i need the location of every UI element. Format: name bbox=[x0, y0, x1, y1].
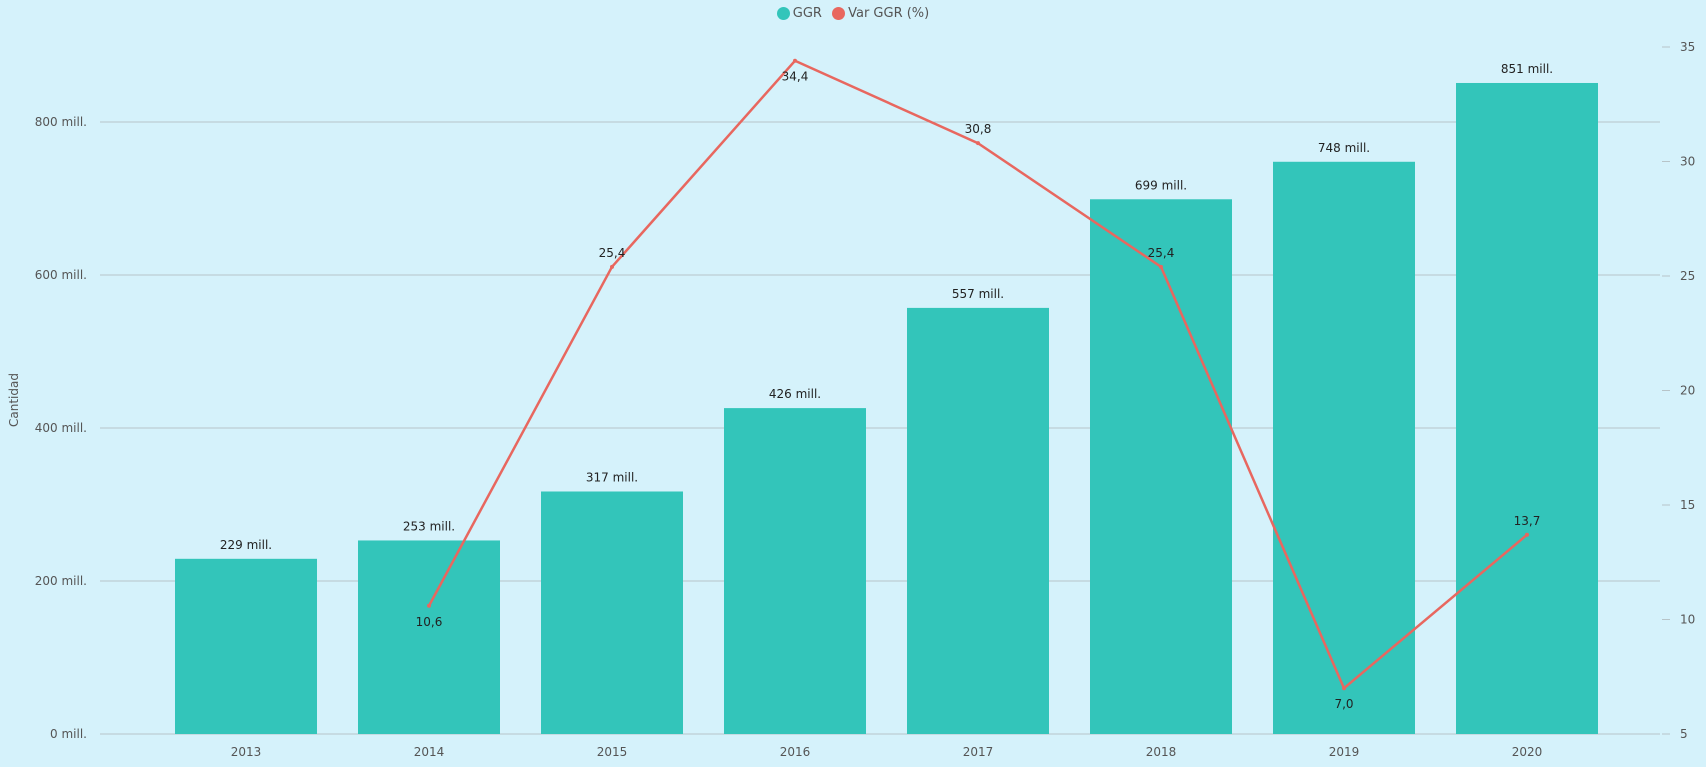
line-point-2018 bbox=[1159, 264, 1163, 269]
x-tick-label: 2014 bbox=[414, 745, 445, 759]
bar-data-label: 699 mill. bbox=[1135, 178, 1187, 192]
bar-2015 bbox=[541, 491, 683, 734]
y-left-tick-label: 0 mill. bbox=[50, 727, 87, 741]
legend-label: GGR bbox=[792, 6, 822, 21]
line-data-label: 30,8 bbox=[965, 122, 992, 136]
y-left-tick-label: 800 mill. bbox=[35, 115, 87, 129]
x-tick-label: 2019 bbox=[1329, 745, 1360, 759]
line-point-2017 bbox=[976, 141, 980, 146]
y-right-tick-label: 35 bbox=[1680, 40, 1695, 54]
line-point-2019 bbox=[1342, 686, 1346, 691]
y-right-tick-label: 25 bbox=[1680, 269, 1695, 283]
x-tick-label: 2016 bbox=[780, 745, 811, 759]
bar-2019 bbox=[1273, 161, 1415, 734]
line-point-2015 bbox=[610, 264, 614, 269]
bar-data-label: 557 mill. bbox=[952, 287, 1004, 301]
bar-2014 bbox=[358, 540, 500, 734]
line-point-2020 bbox=[1525, 532, 1529, 537]
legend-dot-var-ggr bbox=[832, 7, 846, 20]
x-tick-label: 2015 bbox=[597, 745, 628, 759]
y-left-tick-label: 200 mill. bbox=[35, 574, 87, 588]
x-tick-label: 2020 bbox=[1512, 745, 1543, 759]
legend: GGR Var GGR (%) bbox=[0, 6, 1706, 24]
x-tick-label: 2017 bbox=[963, 745, 994, 759]
y-right-tick-label: 30 bbox=[1680, 155, 1695, 169]
line-data-label: 25,4 bbox=[1148, 246, 1175, 260]
legend-item-ggr[interactable]: GGR bbox=[776, 6, 822, 21]
bar-2016 bbox=[724, 408, 866, 734]
bar-data-label: 748 mill. bbox=[1318, 141, 1370, 155]
line-data-label: 34,4 bbox=[782, 70, 809, 84]
bar-data-label: 426 mill. bbox=[769, 387, 821, 401]
bar-2020 bbox=[1456, 82, 1598, 735]
x-tick-label: 2018 bbox=[1146, 745, 1177, 759]
legend-dot-ggr bbox=[776, 7, 790, 20]
bar-data-label: 851 mill. bbox=[1501, 62, 1553, 76]
x-tick-label: 2013 bbox=[231, 745, 262, 759]
bar-2013 bbox=[175, 558, 317, 734]
y-axis-title: Cantidad bbox=[7, 373, 21, 427]
bar-2018 bbox=[1090, 199, 1232, 734]
bar-data-label: 253 mill. bbox=[403, 519, 455, 533]
line-data-label: 13,7 bbox=[1514, 514, 1541, 528]
y-left-tick-label: 400 mill. bbox=[35, 421, 87, 435]
line-point-2016 bbox=[793, 58, 797, 63]
legend-item-var-ggr[interactable]: Var GGR (%) bbox=[832, 6, 929, 21]
line-point-2014 bbox=[427, 603, 431, 608]
legend-label: Var GGR (%) bbox=[848, 6, 930, 21]
line-data-label: 10,6 bbox=[416, 615, 443, 629]
y-right-tick-label: 10 bbox=[1680, 613, 1695, 627]
y-left-tick-label: 600 mill. bbox=[35, 268, 87, 282]
bar-data-label: 317 mill. bbox=[586, 470, 638, 484]
bar-data-label: 229 mill. bbox=[220, 538, 272, 552]
line-data-label: 25,4 bbox=[599, 246, 626, 260]
bar-2017 bbox=[907, 307, 1049, 734]
line-data-label: 7,0 bbox=[1334, 697, 1353, 711]
y-right-tick-label: 5 bbox=[1680, 727, 1688, 741]
y-right-tick-label: 15 bbox=[1680, 498, 1695, 512]
y-right-tick-label: 20 bbox=[1680, 384, 1695, 398]
